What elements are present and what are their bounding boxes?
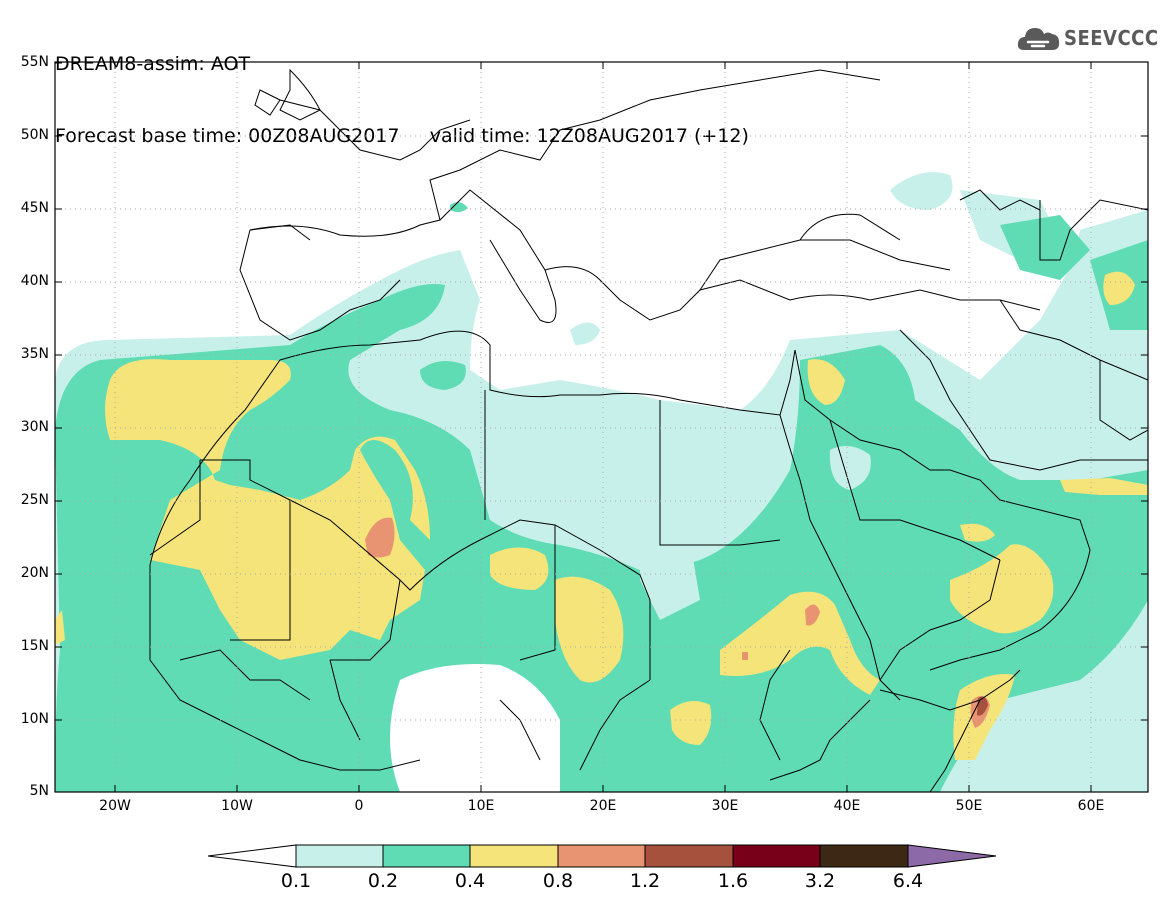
lat-label: 25N xyxy=(20,492,49,508)
lon-label: 30E xyxy=(711,798,739,814)
colorbar-label: 6.4 xyxy=(892,870,924,892)
lon-label: 20E xyxy=(589,798,617,814)
colorbar-swatch-1.2 xyxy=(644,844,734,868)
lat-label: 5N xyxy=(29,783,49,799)
colorbar-swatch-0.1 xyxy=(295,844,384,868)
colorbar-label: 0.2 xyxy=(367,870,399,892)
valid-time: valid time: 12Z08AUG2017 (+12) xyxy=(429,125,749,147)
colorbar-label: 0.4 xyxy=(454,870,486,892)
seevccc-logo: SEEVCCC xyxy=(1016,20,1159,56)
lat-label: 15N xyxy=(20,638,49,654)
lon-label: 20W xyxy=(99,798,131,814)
axis-ticks xyxy=(55,62,1148,792)
aot-fill-0.4 xyxy=(105,359,430,660)
colorbar-swatch-0.2 xyxy=(382,844,471,868)
aot-fill-0.2 xyxy=(55,284,1148,792)
lon-label: 10E xyxy=(467,798,495,814)
aot-fill-0.8 xyxy=(365,517,395,558)
plot-frame xyxy=(54,61,1149,793)
lat-label: 10N xyxy=(20,711,49,727)
colorbar-swatch-0.4 xyxy=(469,844,559,868)
lat-label: 35N xyxy=(20,346,49,362)
colorbar-swatch-0.8 xyxy=(557,844,646,868)
colorbar-low-arrow xyxy=(207,844,297,868)
colorbar-label: 0.1 xyxy=(280,870,312,892)
lon-label: 50E xyxy=(955,798,983,814)
lon-label: 10W xyxy=(221,798,253,814)
colorbar-swatch-1.6 xyxy=(732,844,821,868)
colorbar-label: 3.2 xyxy=(804,870,836,892)
map-title-block: DREAM8-assim: AOT Forecast base time: 00… xyxy=(55,4,749,172)
base-time: Forecast base time: 00Z08AUG2017 xyxy=(55,125,400,147)
colorbar-high-arrow xyxy=(907,844,997,868)
lat-label: 30N xyxy=(20,419,49,435)
time-line: Forecast base time: 00Z08AUG2017 valid t… xyxy=(55,124,749,148)
country-borders xyxy=(149,68,1148,792)
lon-label: 60E xyxy=(1077,798,1105,814)
lat-label: 20N xyxy=(20,565,49,581)
gridlines xyxy=(55,62,1148,792)
lon-label: 40E xyxy=(833,798,861,814)
colorbar-label: 1.2 xyxy=(629,870,661,892)
lat-label: 40N xyxy=(20,273,49,289)
lat-label: 50N xyxy=(20,127,49,143)
lat-label: 45N xyxy=(20,200,49,216)
cloud-icon xyxy=(1017,28,1060,50)
colorbar xyxy=(207,844,997,868)
aot-contour-layer xyxy=(55,172,1148,792)
lat-label: 55N xyxy=(20,54,49,70)
logo-text: SEEVCCC xyxy=(1064,26,1159,50)
colorbar-swatch-3.2 xyxy=(819,844,909,868)
lon-label: 0 xyxy=(354,798,364,814)
colorbar-label: 1.6 xyxy=(717,870,749,892)
map-title: DREAM8-assim: AOT xyxy=(55,53,251,75)
colorbar-label: 0.8 xyxy=(542,870,574,892)
